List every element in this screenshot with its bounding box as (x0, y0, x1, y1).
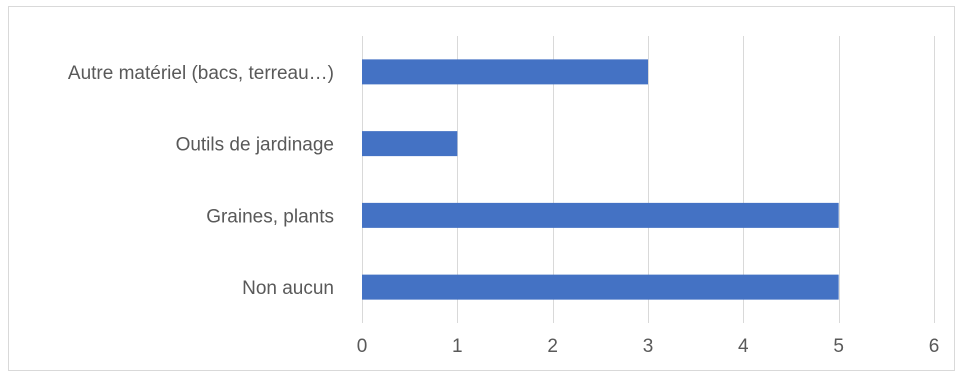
category-labels: Autre matériel (bacs, terreau…) Outils de… (68, 63, 334, 299)
x-tick-label: 3 (643, 336, 654, 357)
x-tick-label: 6 (929, 336, 940, 357)
x-tick-label: 1 (452, 336, 463, 357)
bar (362, 274, 839, 300)
x-tick-label: 2 (547, 336, 558, 357)
bar (362, 202, 839, 228)
x-tick-label: 4 (738, 336, 749, 357)
category-label: Autre matériel (bacs, terreau…) (68, 63, 334, 84)
category-label: Non aucun (242, 278, 334, 299)
bar (362, 59, 648, 85)
x-tick-label: 5 (833, 336, 844, 357)
bars (362, 59, 839, 300)
bar (362, 131, 458, 157)
x-tick-labels: 0 1 2 3 4 5 6 (357, 336, 940, 357)
x-tick-label: 0 (357, 336, 368, 357)
category-label: Graines, plants (206, 206, 334, 227)
category-label: Outils de jardinage (176, 135, 334, 156)
